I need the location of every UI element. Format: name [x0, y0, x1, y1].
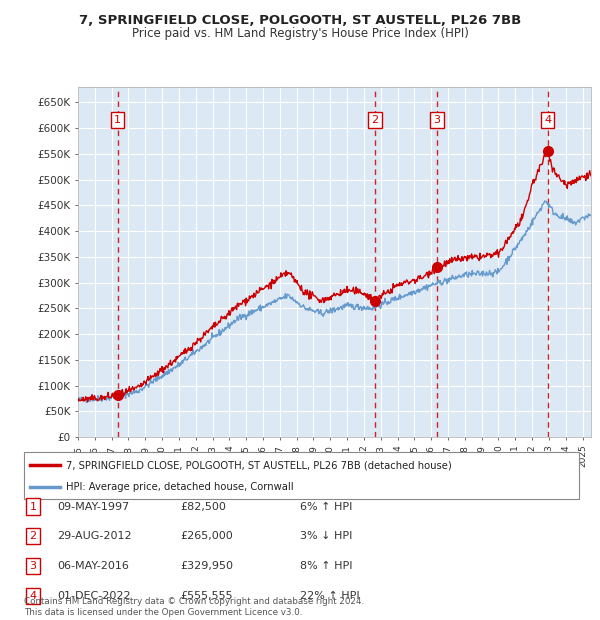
Text: 1: 1 [114, 115, 121, 125]
Text: 6% ↑ HPI: 6% ↑ HPI [300, 502, 352, 512]
Text: £329,950: £329,950 [180, 561, 233, 571]
Text: 29-AUG-2012: 29-AUG-2012 [57, 531, 131, 541]
Text: £82,500: £82,500 [180, 502, 226, 512]
Text: 4: 4 [29, 591, 37, 601]
Text: This data is licensed under the Open Government Licence v3.0.: This data is licensed under the Open Gov… [24, 608, 302, 617]
Text: 1: 1 [29, 502, 37, 512]
Text: £555,555: £555,555 [180, 591, 233, 601]
Text: 2: 2 [371, 115, 379, 125]
Text: 8% ↑ HPI: 8% ↑ HPI [300, 561, 353, 571]
Text: 2: 2 [29, 531, 37, 541]
Text: 7, SPRINGFIELD CLOSE, POLGOOTH, ST AUSTELL, PL26 7BB (detached house): 7, SPRINGFIELD CLOSE, POLGOOTH, ST AUSTE… [65, 460, 451, 470]
Text: £265,000: £265,000 [180, 531, 233, 541]
Text: 22% ↑ HPI: 22% ↑ HPI [300, 591, 359, 601]
Text: 3: 3 [433, 115, 440, 125]
Text: 09-MAY-1997: 09-MAY-1997 [57, 502, 129, 512]
Text: 7, SPRINGFIELD CLOSE, POLGOOTH, ST AUSTELL, PL26 7BB: 7, SPRINGFIELD CLOSE, POLGOOTH, ST AUSTE… [79, 14, 521, 27]
Text: Contains HM Land Registry data © Crown copyright and database right 2024.: Contains HM Land Registry data © Crown c… [24, 597, 364, 606]
Text: Price paid vs. HM Land Registry's House Price Index (HPI): Price paid vs. HM Land Registry's House … [131, 27, 469, 40]
Text: 3% ↓ HPI: 3% ↓ HPI [300, 531, 352, 541]
Text: 06-MAY-2016: 06-MAY-2016 [57, 561, 129, 571]
Text: HPI: Average price, detached house, Cornwall: HPI: Average price, detached house, Corn… [65, 482, 293, 492]
Text: 3: 3 [29, 561, 37, 571]
Text: 4: 4 [544, 115, 551, 125]
Text: 01-DEC-2022: 01-DEC-2022 [57, 591, 131, 601]
